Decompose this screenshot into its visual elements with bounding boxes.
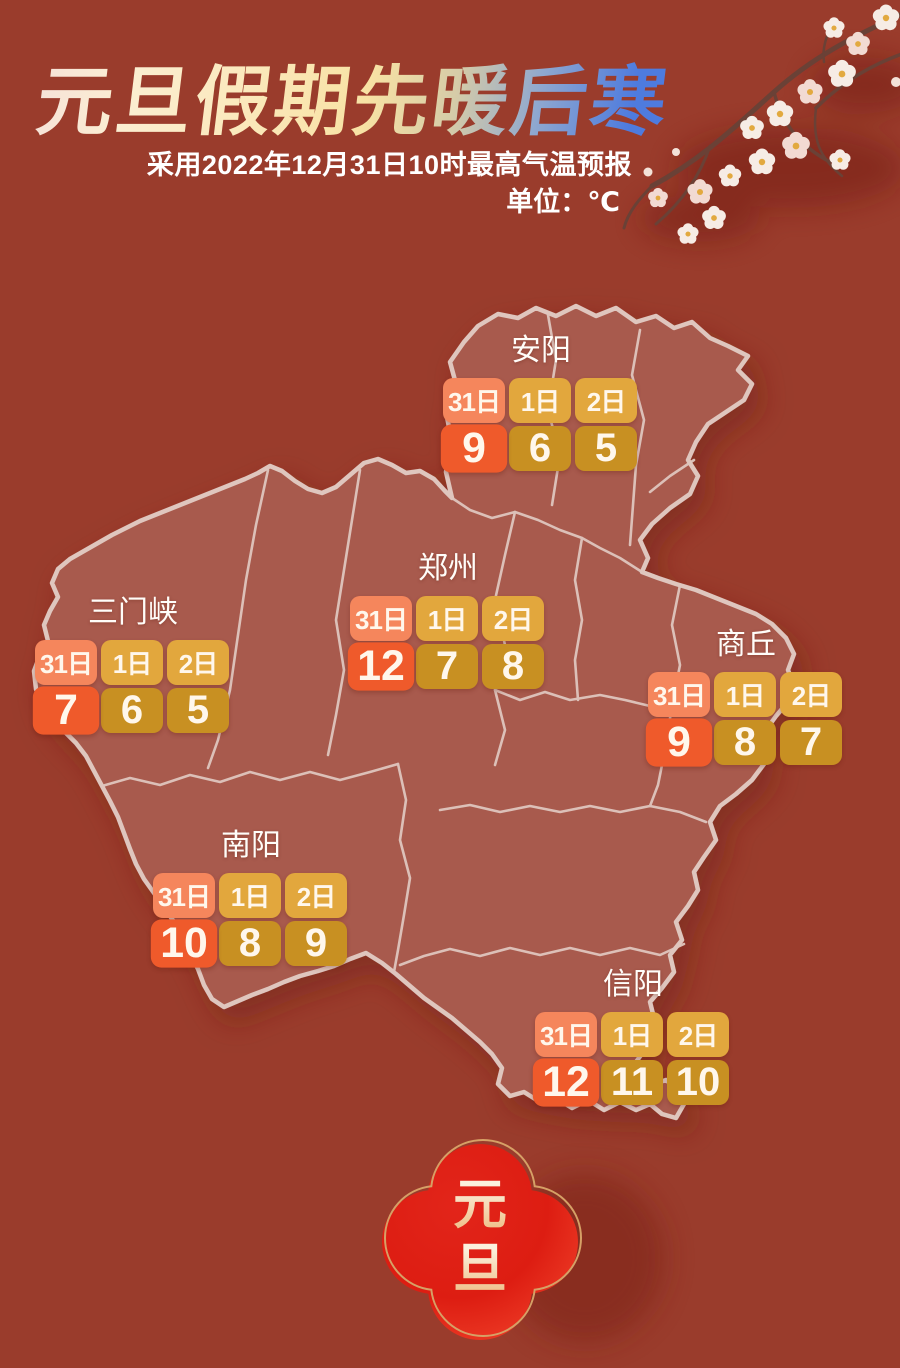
- forecast-temp-cell: 6: [101, 688, 163, 733]
- city-label: 信阳: [603, 968, 663, 1001]
- forecast-day-cell: 1日: [101, 640, 163, 685]
- forecast-day-cell: 1日: [601, 1012, 663, 1057]
- forecast-temp-cell: 5: [575, 426, 637, 471]
- forecast-temp-cell: 11: [601, 1060, 663, 1105]
- badge-char-dan: 旦: [420, 1240, 540, 1298]
- forecast-temp-cell: 8: [714, 720, 776, 765]
- forecast-temp-cell: 8: [219, 921, 281, 966]
- forecast-day-cell: 31日: [535, 1012, 597, 1057]
- prefecture-borders: [100, 313, 708, 974]
- forecast-temp-cell: 10: [150, 919, 218, 968]
- city-forecast-sanmenxia: 三门峡 31日 1日 2日 7 6 5: [32, 596, 231, 735]
- forecast-day-cell: 1日: [509, 378, 571, 423]
- forecast-temp-cell: 9: [440, 424, 508, 473]
- subtitle: 采用2022年12月31日10时最高气温预报: [146, 150, 632, 180]
- forecast-day-cell: 1日: [219, 873, 281, 918]
- forecast-day-cell: 31日: [35, 640, 97, 685]
- forecast-temp-cell: 9: [645, 718, 713, 767]
- forecast-temp-cell: 7: [780, 720, 842, 765]
- forecast-day-row: 31日 1日 2日: [153, 873, 349, 918]
- forecast-temp-row: 7 6 5: [32, 686, 231, 735]
- forecast-day-cell: 31日: [153, 873, 215, 918]
- city-label: 商丘: [716, 628, 776, 661]
- forecast-temp-row: 10 8 9: [150, 919, 349, 968]
- forecast-temp-row: 9 6 5: [440, 424, 639, 473]
- forecast-day-cell: 2日: [482, 596, 544, 641]
- forecast-temp-cell: 8: [482, 644, 544, 689]
- forecast-day-row: 31日 1日 2日: [35, 640, 231, 685]
- city-label: 安阳: [511, 334, 571, 367]
- forecast-temp-row: 9 8 7: [645, 718, 844, 767]
- city-label: 郑州: [418, 552, 478, 585]
- forecast-temp-cell: 12: [347, 642, 415, 691]
- city-forecast-xinyang: 信阳 31日 1日 2日 12 11 10: [532, 968, 731, 1107]
- unit-label: 单位：℃: [506, 187, 620, 217]
- page-title: 元旦假期先暖后寒: [31, 40, 677, 150]
- forecast-day-cell: 1日: [416, 596, 478, 641]
- blossom-shadow: [640, 57, 900, 242]
- forecast-temp-cell: 6: [509, 426, 571, 471]
- city-label: 三门峡: [88, 596, 178, 629]
- city-forecast-anyang: 安阳 31日 1日 2日 9 6 5: [440, 334, 639, 473]
- forecast-day-row: 31日 1日 2日: [648, 672, 844, 717]
- forecast-day-cell: 31日: [648, 672, 710, 717]
- badge-char-yuan: 元: [420, 1176, 540, 1234]
- forecast-day-cell: 2日: [285, 873, 347, 918]
- forecast-day-cell: 31日: [443, 378, 505, 423]
- forecast-day-cell: 2日: [575, 378, 637, 423]
- forecast-temp-row: 12 11 10: [532, 1058, 731, 1107]
- forecast-day-row: 31日 1日 2日: [443, 378, 639, 423]
- city-forecast-zhengzhou: 郑州 31日 1日 2日 12 7 8: [347, 552, 546, 691]
- forecast-day-cell: 1日: [714, 672, 776, 717]
- forecast-temp-row: 12 7 8: [347, 642, 546, 691]
- forecast-day-cell: 2日: [780, 672, 842, 717]
- new-year-badge: [382, 1138, 665, 1343]
- forecast-temp-cell: 9: [285, 921, 347, 966]
- subtitle-block: 采用2022年12月31日10时最高气温预报 单位：℃: [0, 148, 632, 219]
- plum-blossoms: [643, 4, 900, 244]
- forecast-day-cell: 2日: [167, 640, 229, 685]
- city-forecast-nanyang: 南阳 31日 1日 2日 10 8 9: [150, 829, 349, 968]
- city-forecast-shangqiu: 商丘 31日 1日 2日 9 8 7: [645, 628, 844, 767]
- forecast-temp-cell: 7: [32, 686, 100, 735]
- forecast-day-row: 31日 1日 2日: [535, 1012, 731, 1057]
- forecast-day-cell: 31日: [350, 596, 412, 641]
- city-label: 南阳: [221, 829, 281, 862]
- forecast-temp-cell: 10: [667, 1060, 729, 1105]
- plum-blossom-decoration: [622, 4, 900, 244]
- forecast-day-cell: 2日: [667, 1012, 729, 1057]
- forecast-temp-cell: 12: [532, 1058, 600, 1107]
- forecast-day-row: 31日 1日 2日: [350, 596, 546, 641]
- badge-gold-ring: [383, 1138, 583, 1338]
- forecast-temp-cell: 7: [416, 644, 478, 689]
- forecast-temp-cell: 5: [167, 688, 229, 733]
